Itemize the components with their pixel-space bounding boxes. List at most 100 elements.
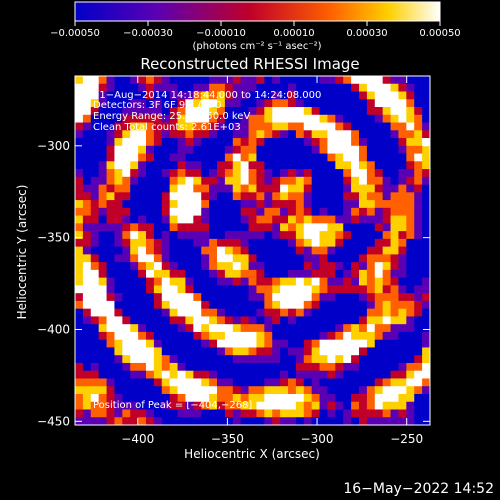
heatmap-cell [153, 169, 163, 178]
heatmap-cell [130, 153, 139, 162]
heatmap-cell [303, 362, 313, 372]
heatmap-cell [335, 91, 344, 100]
heatmap-cell [295, 114, 305, 123]
heatmap-cell [351, 99, 360, 108]
annotation-peak-position: Position of Peak = [−404,−268] [93, 400, 252, 411]
heatmap-cell [343, 401, 352, 410]
heatmap-cell [303, 300, 313, 310]
heatmap-cell [153, 122, 163, 131]
heatmap-cell [240, 153, 249, 162]
heatmap-cell [256, 176, 265, 185]
heatmap-cell [359, 122, 368, 131]
heatmap-cell [217, 161, 226, 170]
heatmap-cell [335, 370, 344, 379]
heatmap-cell [248, 308, 257, 317]
heatmap-cell [153, 83, 163, 92]
heatmap-cell [366, 200, 376, 209]
heatmap-cell [359, 83, 368, 92]
heatmap-cell [382, 207, 391, 216]
heatmap-cell [303, 285, 313, 294]
heatmap-cell [217, 401, 226, 410]
heatmap-cell [295, 231, 305, 240]
heatmap-cell [256, 393, 265, 403]
heatmap-cell [406, 300, 415, 310]
heatmap-cell [390, 285, 399, 294]
heatmap-cell [319, 184, 328, 193]
heatmap-cell [359, 324, 368, 333]
heatmap-cell [319, 370, 328, 379]
heatmap-cell [422, 262, 431, 271]
heatmap-cell [153, 184, 163, 193]
heatmap-cell [122, 370, 131, 379]
heatmap-cell [366, 378, 376, 387]
heatmap-cell [272, 331, 281, 341]
heatmap-cell [201, 339, 210, 348]
heatmap-cell [422, 76, 431, 85]
heatmap-cell [295, 122, 305, 131]
heatmap-cell [414, 370, 423, 379]
heatmap-cell [311, 417, 320, 426]
heatmap-cell [130, 246, 139, 255]
heatmap-cell [130, 207, 139, 216]
heatmap-cell [422, 99, 431, 108]
heatmap-cell [169, 401, 178, 410]
heatmap-cell [374, 122, 384, 131]
heatmap-cell [295, 161, 305, 170]
heatmap-cell [240, 122, 249, 131]
heatmap-cell [343, 169, 352, 178]
heatmap-cell [90, 269, 100, 279]
heatmap-cell [343, 145, 352, 154]
heatmap-cell [224, 107, 234, 116]
heatmap-cell [232, 378, 242, 387]
heatmap-cell [382, 76, 391, 85]
heatmap-cell [398, 99, 407, 108]
heatmap-cell [138, 76, 147, 85]
heatmap-cell [201, 215, 210, 224]
heatmap-cell [106, 207, 115, 216]
heatmap-cell [359, 184, 368, 193]
heatmap-cell [122, 238, 131, 248]
heatmap-cell [185, 169, 194, 178]
heatmap-cell [319, 293, 328, 302]
heatmap-cell [153, 386, 163, 395]
heatmap-cell [130, 107, 139, 116]
heatmap-cell [232, 316, 242, 325]
heatmap-cell [366, 122, 376, 131]
heatmap-cell [161, 91, 171, 100]
heatmap-cell [240, 393, 249, 403]
heatmap-cell [114, 370, 123, 379]
heatmap-cell [169, 192, 178, 201]
heatmap-cell [98, 192, 107, 201]
heatmap-cell [335, 339, 344, 348]
heatmap-cell [201, 238, 210, 248]
heatmap-cell [240, 215, 249, 224]
heatmap-cell [311, 200, 320, 209]
heatmap-cell [406, 192, 415, 201]
heatmap-cell [169, 107, 178, 116]
heatmap-cell [82, 200, 92, 209]
heatmap-cell [90, 417, 100, 426]
heatmap-cell [351, 331, 360, 341]
y-tick-label: −350 [37, 231, 70, 245]
heatmap-cell [106, 246, 115, 255]
heatmap-cell [256, 223, 265, 232]
heatmap-cell [374, 176, 384, 185]
heatmap-cell [374, 238, 384, 248]
heatmap-cell [146, 122, 155, 131]
heatmap-cell [351, 238, 360, 248]
heatmap-cell [122, 386, 131, 395]
heatmap-cell [327, 122, 336, 131]
heatmap-cell [272, 308, 281, 317]
heatmap-cell [122, 76, 131, 85]
heatmap-cell [98, 316, 107, 325]
heatmap-cell [256, 91, 265, 100]
heatmap-cell [177, 324, 186, 333]
heatmap-cell [343, 114, 352, 123]
heatmap-cell [406, 130, 415, 139]
heatmap-cell [359, 231, 368, 240]
heatmap-cell [248, 300, 257, 310]
heatmap-cell [303, 153, 313, 162]
heatmap-cell [240, 285, 249, 294]
heatmap-cell [303, 83, 313, 92]
heatmap-cell [351, 145, 360, 154]
